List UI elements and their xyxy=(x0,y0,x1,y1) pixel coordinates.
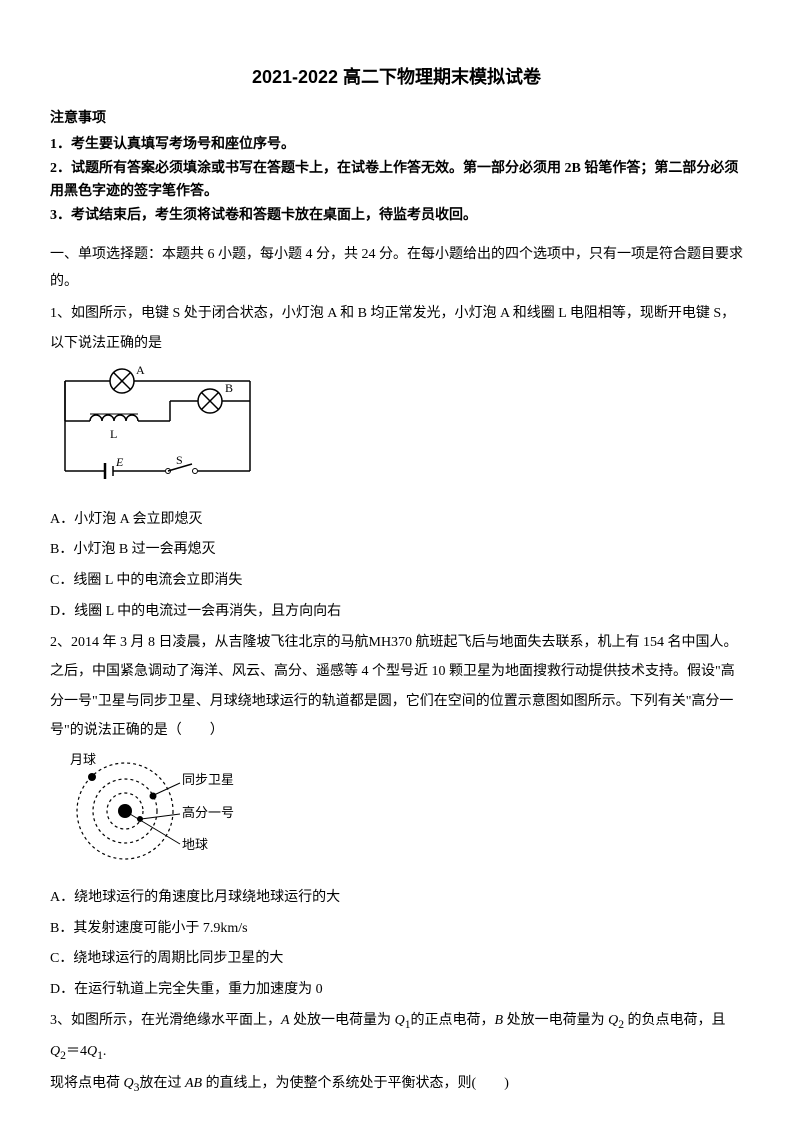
orbit-diagram: 月球 同步卫星 高分一号 地球 xyxy=(50,751,743,877)
instruction-1: 1．考生要认真填写考场号和座位序号。 xyxy=(50,133,743,157)
label-L: L xyxy=(110,427,117,441)
q3-p7: B xyxy=(495,1013,504,1028)
label-B: B xyxy=(225,381,233,395)
q3-p8: 处放一电荷量为 xyxy=(503,1013,608,1028)
label-moon: 月球 xyxy=(70,752,96,767)
q3-p14: ＝4 xyxy=(66,1044,87,1059)
label-earth: 地球 xyxy=(182,837,208,852)
q2-option-a: A．绕地球运行的角速度比月球绕地球运行的大 xyxy=(50,883,743,914)
q2-option-b: B．其发射速度可能小于 7.9km/s xyxy=(50,914,743,945)
section-1-intro: 一、单项选择题：本题共 6 小题，每小题 4 分，共 24 分。在每小题给出的四… xyxy=(50,242,743,295)
q3-2p1: 现将点电荷 xyxy=(50,1076,124,1091)
question-1-text: 1、如图所示，电键 S 处于闭合状态，小灯泡 A 和 B 均正常发光，小灯泡 A… xyxy=(50,299,743,358)
q3-2p5: AB xyxy=(185,1076,202,1091)
q3-2p2: Q xyxy=(124,1076,134,1091)
instruction-3: 3．考试结束后，考生须将试卷和答题卡放在桌面上，待监考员收回。 xyxy=(50,204,743,228)
page-title: 2021-2022 高二下物理期末模拟试卷 xyxy=(50,60,743,94)
q3-p11: 的负点电荷，且 xyxy=(624,1013,726,1028)
circuit-diagram: A L B E S xyxy=(50,366,743,497)
q3-2p6: 的直线上，为使整个系统处于平衡状态，则( ) xyxy=(202,1076,509,1091)
q3-2p4: 放在过 xyxy=(139,1076,185,1091)
notice-heading: 注意事项 xyxy=(50,106,743,133)
label-S: S xyxy=(176,453,183,467)
q3-p3: 处放一电荷量为 xyxy=(290,1013,395,1028)
label-sync: 同步卫星 xyxy=(182,772,234,787)
q1-option-b: B．小灯泡 B 过一会再熄灭 xyxy=(50,535,743,566)
q2-option-d: D．在运行轨道上完全失重，重力加速度为 0 xyxy=(50,975,743,1006)
q3-p4: Q xyxy=(395,1013,405,1028)
q3-p15: Q xyxy=(87,1044,97,1059)
q3-p6: 的正点电荷， xyxy=(411,1013,495,1028)
label-E: E xyxy=(115,455,124,469)
q3-p1: 3、如图所示，在光滑绝缘水平面上， xyxy=(50,1013,281,1028)
q3-p9: Q xyxy=(608,1013,618,1028)
q1-option-c: C．线圈 L 中的电流会立即消失 xyxy=(50,566,743,597)
instruction-2: 2．试题所有答案必须填涂或书写在答题卡上，在试卷上作答无效。第一部分必须用 2B… xyxy=(50,157,743,205)
q2-option-c: C．绕地球运行的周期比同步卫星的大 xyxy=(50,944,743,975)
q1-option-d: D．线圈 L 中的电流过一会再消失，且方向向右 xyxy=(50,597,743,628)
q3-p2: A xyxy=(281,1013,290,1028)
question-2-text: 2、2014 年 3 月 8 日凌晨，从吉隆坡飞往北京的马航MH370 航班起飞… xyxy=(50,628,743,746)
q3-p17: . xyxy=(103,1044,107,1059)
q3-p12: Q xyxy=(50,1044,60,1059)
label-gaofen: 高分一号 xyxy=(182,805,234,820)
q1-option-a: A．小灯泡 A 会立即熄灭 xyxy=(50,505,743,536)
question-3-text-line1: 3、如图所示，在光滑绝缘水平面上，A 处放一电荷量为 Q1的正点电荷，B 处放一… xyxy=(50,1006,743,1069)
question-3-text-line2: 现将点电荷 Q3放在过 AB 的直线上，为使整个系统处于平衡状态，则( ) xyxy=(50,1069,743,1100)
label-A: A xyxy=(136,366,145,377)
